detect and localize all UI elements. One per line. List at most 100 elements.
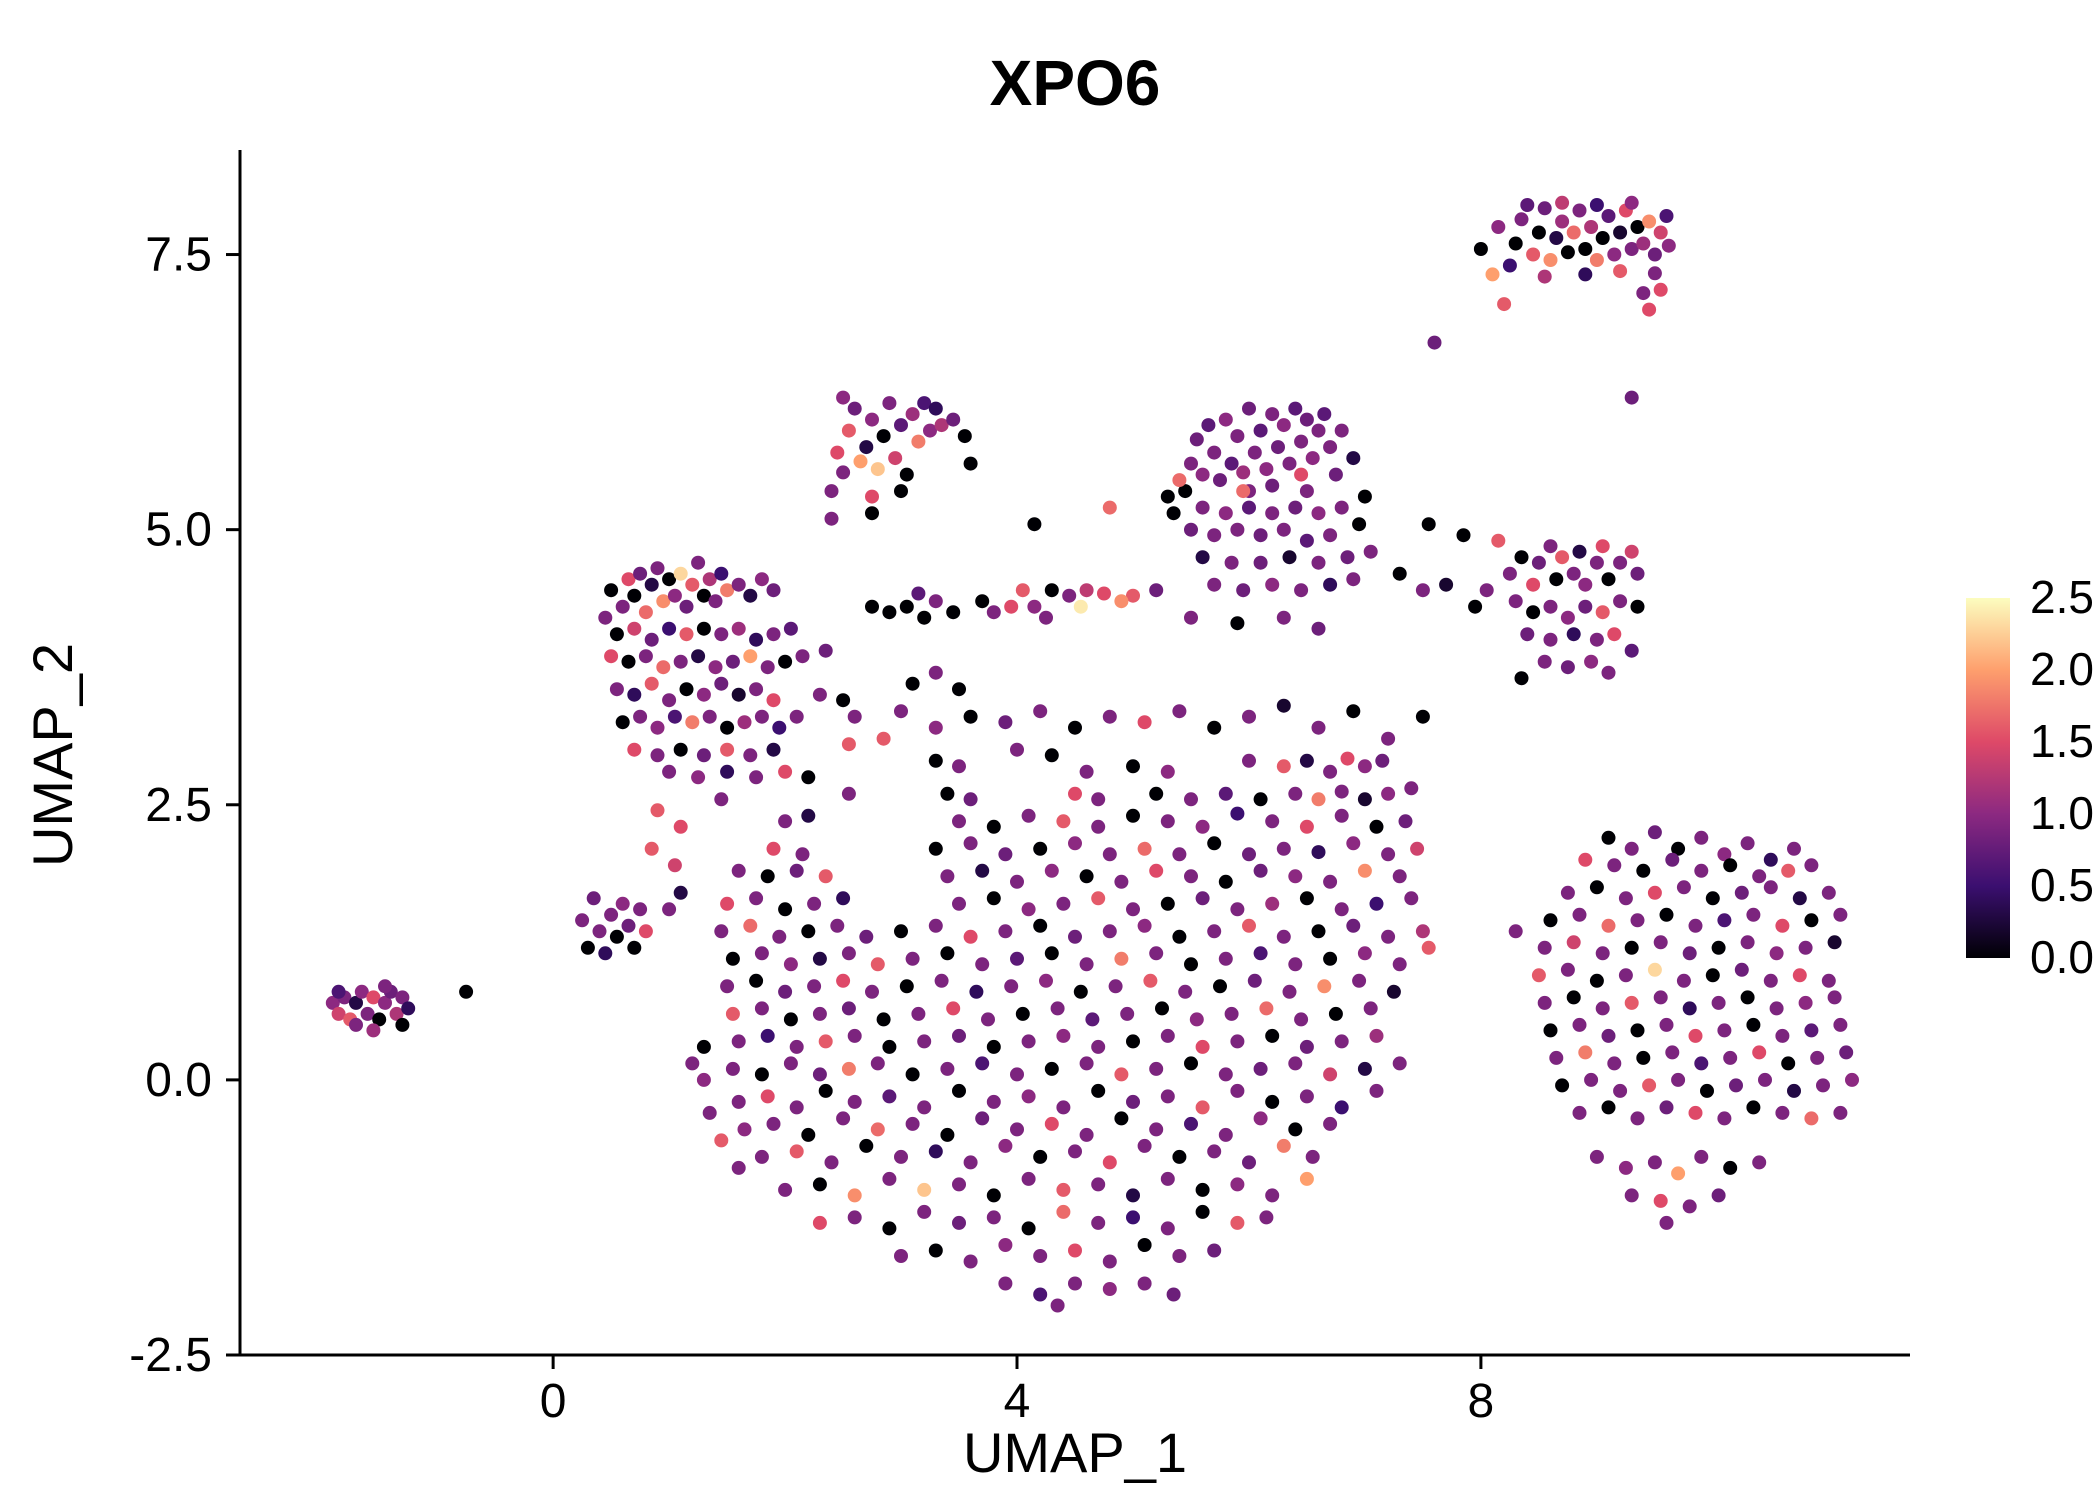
scatter-point <box>1039 973 1053 988</box>
scatter-point <box>673 742 688 757</box>
scatter-point <box>1833 1105 1848 1120</box>
scatter-point <box>1676 973 1691 988</box>
scatter-point <box>1218 1067 1233 1082</box>
scatter-point <box>1357 946 1372 961</box>
scatter-point <box>1195 1100 1210 1115</box>
scatter-point <box>1044 748 1059 763</box>
scatter-point <box>1787 1083 1801 1098</box>
scatter-point <box>1213 979 1227 994</box>
scatter-point <box>604 649 619 664</box>
scatter-point <box>1299 412 1314 427</box>
scatter-point <box>1230 806 1245 821</box>
scatter-point <box>1624 544 1639 559</box>
scatter-point <box>1091 1177 1106 1192</box>
scatter-point <box>1056 1204 1071 1219</box>
scatter-point <box>708 660 723 675</box>
scatter-point <box>1207 528 1222 543</box>
scatter-point <box>673 819 688 834</box>
scatter-point <box>1357 863 1372 878</box>
scatter-point <box>1415 709 1430 724</box>
scatter-point <box>1705 968 1720 983</box>
scatter-point <box>1102 709 1117 724</box>
scatter-point <box>1276 841 1291 856</box>
scatter-point <box>725 951 740 966</box>
scatter-point <box>696 1072 711 1087</box>
scatter-point <box>1253 1061 1268 1076</box>
scatter-point <box>395 990 410 1005</box>
scatter-point <box>1068 720 1082 735</box>
scatter-point <box>1711 940 1726 955</box>
scatter-point <box>1642 302 1657 317</box>
scatter-point <box>1207 577 1222 592</box>
scatter-point <box>1004 979 1019 994</box>
scatter-point <box>1647 247 1662 262</box>
scatter-point <box>1149 946 1164 961</box>
scatter-point <box>1647 266 1662 281</box>
scatter-point <box>1299 891 1314 906</box>
scatter-point <box>812 1006 827 1021</box>
scatter-point <box>1688 1028 1703 1043</box>
scatter-point <box>1091 819 1106 834</box>
chart-title: XPO6 <box>990 47 1161 119</box>
scatter-point <box>1195 891 1210 906</box>
scatter-point <box>1149 1122 1164 1137</box>
scatter-point <box>1572 203 1587 218</box>
scatter-point <box>708 594 723 609</box>
scatter-point <box>1555 1078 1570 1093</box>
colorbar-tick-label: 1.5 <box>2030 715 2094 767</box>
scatter-point <box>1479 583 1494 598</box>
scatter-point <box>1421 940 1436 955</box>
scatter-point <box>1137 1238 1152 1252</box>
colorbar-tick-label: 0.0 <box>2030 931 2094 983</box>
scatter-point <box>1311 720 1326 735</box>
scatter-point <box>998 1276 1013 1291</box>
scatter-point <box>667 709 682 724</box>
scatter-point <box>975 1111 990 1126</box>
scatter-point <box>1560 885 1575 900</box>
scatter-point <box>656 660 671 675</box>
scatter-point <box>1033 704 1048 719</box>
scatter-point <box>824 484 839 499</box>
scatter-point <box>795 847 810 862</box>
scatter-point <box>1323 1067 1338 1082</box>
scatter-point <box>986 819 1001 834</box>
scatter-point <box>1566 990 1581 1005</box>
scatter-point <box>1126 588 1140 603</box>
scatter-point <box>1601 918 1616 933</box>
scatter-point <box>731 577 746 592</box>
scatter-point <box>650 803 665 818</box>
scatter-point <box>876 1012 891 1027</box>
scatter-point <box>1160 814 1175 829</box>
scatter-point <box>1723 1160 1738 1175</box>
scatter-point <box>836 973 851 988</box>
scatter-point <box>1265 896 1280 911</box>
scatter-point <box>1265 1094 1280 1109</box>
scatter-point <box>1607 1056 1622 1071</box>
scatter-point <box>1195 1204 1210 1219</box>
scatter-point <box>841 786 856 801</box>
scatter-point <box>1346 451 1361 466</box>
scatter-point <box>952 1083 966 1098</box>
scatter-point <box>1271 440 1285 455</box>
scatter-point <box>720 979 735 994</box>
scatter-point <box>1218 874 1233 889</box>
scatter-point <box>1661 238 1676 253</box>
scatter-point <box>1305 1149 1320 1164</box>
scatter-point <box>1137 841 1152 856</box>
scatter-point <box>1746 907 1761 922</box>
scatter-point <box>1184 456 1198 471</box>
scatter-point <box>818 643 833 658</box>
scatter-point <box>1323 874 1338 889</box>
scatter-point <box>865 506 879 521</box>
scatter-point <box>963 836 978 851</box>
scatter-point <box>778 764 793 779</box>
scatter-point <box>778 984 793 999</box>
scatter-point <box>1491 220 1506 234</box>
scatter-point <box>1636 286 1651 301</box>
scatter-point <box>1821 973 1836 988</box>
scatter-point <box>1044 1061 1059 1076</box>
y-axis-label: UMAP_2 <box>21 643 84 867</box>
scatter-point <box>1555 195 1570 210</box>
scatter-point <box>1357 792 1372 807</box>
scatter-point <box>1647 1155 1662 1170</box>
